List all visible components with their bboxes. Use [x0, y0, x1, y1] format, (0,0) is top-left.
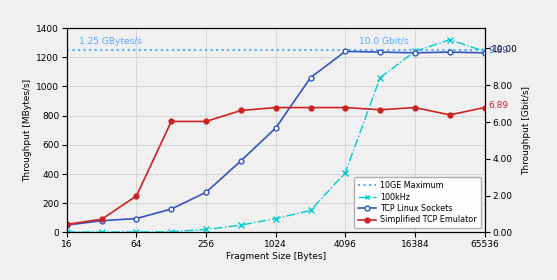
Simplified TCP Emulator [168, 120, 175, 123]
TCP Linux Sockets [481, 51, 488, 55]
100kHz [168, 230, 175, 233]
TCP Linux Sockets [237, 159, 244, 162]
Text: 1.25 GBytes/s: 1.25 GBytes/s [80, 37, 142, 46]
Simplified TCP Emulator [133, 194, 140, 198]
100kHz [133, 230, 140, 234]
Line: 100kHz: 100kHz [64, 37, 487, 235]
Line: TCP Linux Sockets: TCP Linux Sockets [65, 49, 487, 228]
100kHz [307, 209, 314, 212]
X-axis label: Fragment Size [Bytes]: Fragment Size [Bytes] [226, 252, 326, 261]
Text: 6.89: 6.89 [489, 101, 509, 110]
100kHz [481, 50, 488, 53]
Simplified TCP Emulator [307, 106, 314, 109]
Simplified TCP Emulator [447, 113, 453, 116]
Simplified TCP Emulator [481, 106, 488, 109]
100kHz [447, 38, 453, 41]
100kHz [203, 228, 209, 231]
Simplified TCP Emulator [412, 106, 418, 109]
TCP Linux Sockets [133, 217, 140, 220]
Simplified TCP Emulator [237, 109, 244, 112]
100kHz [342, 171, 349, 174]
Text: 9.89: 9.89 [489, 46, 509, 55]
100kHz [272, 217, 279, 220]
Y-axis label: Throughput [MBytes/s]: Throughput [MBytes/s] [23, 79, 32, 182]
Simplified TCP Emulator [99, 218, 105, 221]
100kHz [412, 50, 418, 53]
100kHz [99, 230, 105, 234]
TCP Linux Sockets [168, 207, 175, 211]
Simplified TCP Emulator [203, 120, 209, 123]
TCP Linux Sockets [307, 76, 314, 79]
100kHz [377, 76, 384, 79]
TCP Linux Sockets [377, 50, 384, 54]
Simplified TCP Emulator [63, 223, 70, 226]
Simplified TCP Emulator [342, 106, 349, 109]
Simplified TCP Emulator [377, 108, 384, 111]
Line: Simplified TCP Emulator: Simplified TCP Emulator [65, 105, 487, 227]
TCP Linux Sockets [203, 191, 209, 194]
TCP Linux Sockets [412, 51, 418, 55]
TCP Linux Sockets [63, 223, 70, 227]
TCP Linux Sockets [272, 126, 279, 130]
Legend: 10GE Maximum, 100kHz, TCP Linux Sockets, Simplified TCP Emulator: 10GE Maximum, 100kHz, TCP Linux Sockets,… [354, 177, 481, 228]
TCP Linux Sockets [447, 50, 453, 54]
Simplified TCP Emulator [272, 106, 279, 109]
TCP Linux Sockets [342, 50, 349, 53]
Text: 10.0 Gbit/s: 10.0 Gbit/s [359, 37, 409, 46]
100kHz [63, 230, 70, 234]
Y-axis label: Throughput [Gbit/s]: Throughput [Gbit/s] [522, 86, 531, 175]
100kHz [237, 223, 244, 227]
TCP Linux Sockets [99, 219, 105, 222]
